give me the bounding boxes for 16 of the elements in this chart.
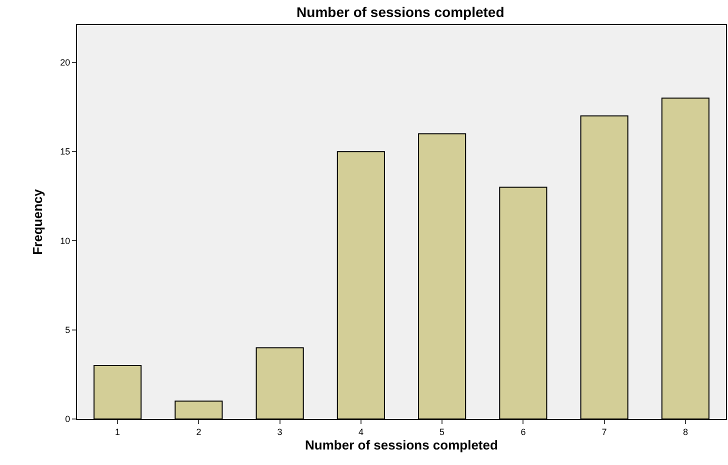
y-tick-label: 20 bbox=[60, 58, 70, 68]
x-tick-label: 4 bbox=[358, 426, 364, 437]
y-tick-label: 5 bbox=[65, 325, 70, 336]
y-tick-label: 15 bbox=[60, 146, 70, 157]
x-tick-label: 6 bbox=[520, 426, 526, 437]
y-tick-label: 10 bbox=[60, 236, 70, 246]
chart-title: Number of sessions completed bbox=[296, 4, 504, 20]
x-axis-title: Number of sessions completed bbox=[305, 437, 498, 452]
x-tick-label: 8 bbox=[682, 426, 688, 437]
x-tick-label: 5 bbox=[440, 426, 445, 437]
x-tick-label: 1 bbox=[115, 426, 120, 437]
x-tick-label: 3 bbox=[277, 426, 282, 437]
x-tick-label: 7 bbox=[602, 426, 607, 437]
y-axis-title: Frequency bbox=[30, 188, 46, 255]
x-tick-label: 2 bbox=[196, 426, 202, 437]
y-tick-label: 0 bbox=[65, 414, 70, 424]
